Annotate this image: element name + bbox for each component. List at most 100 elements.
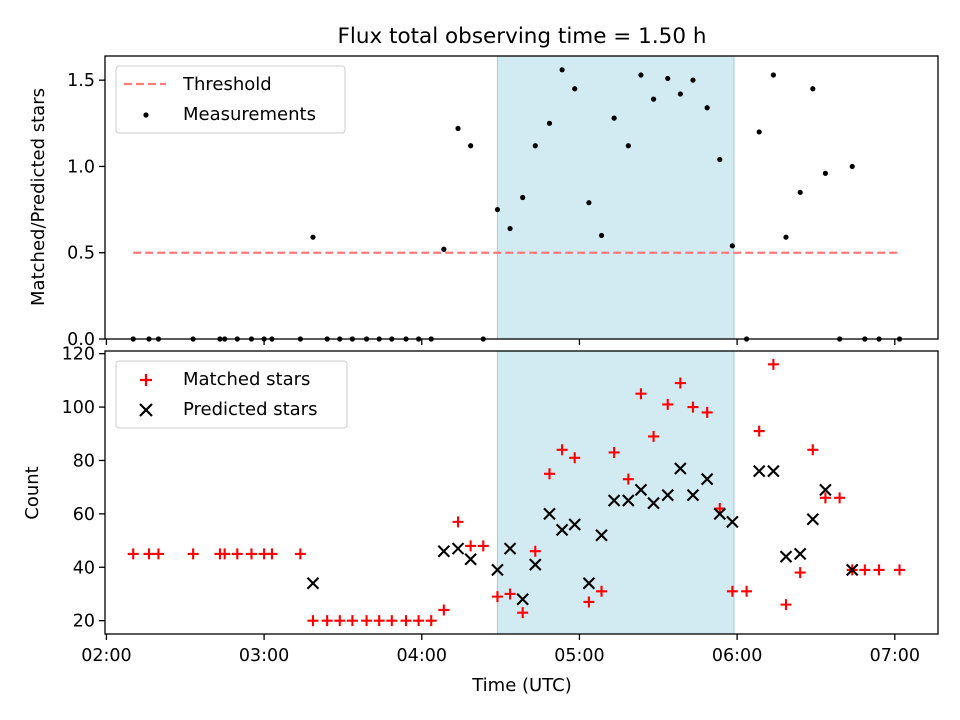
predicted-stars-point	[464, 553, 477, 566]
predicted-stars-point	[819, 483, 832, 497]
measurement-point	[822, 170, 829, 176]
matched-stars-point	[321, 615, 333, 627]
matched-stars-point	[245, 548, 257, 560]
measurement-point	[638, 72, 644, 78]
measurement-point	[690, 77, 696, 83]
time-x-tick-label: 05:00	[554, 646, 604, 666]
matched-stars-point	[701, 406, 713, 418]
matched-stars-point	[266, 548, 278, 560]
matched-stars-point	[386, 615, 398, 627]
measurement-point	[546, 120, 553, 126]
measurements-legend-label: Measurements	[183, 104, 316, 125]
chart-title: Flux total observing time = 1.50 h	[338, 24, 707, 49]
ratio-panel: 0.0 0.5 1.0 1.5 Matched/Predicted stars Thr…	[28, 55, 939, 350]
predicted-stars-point	[700, 472, 714, 486]
measurement-point	[468, 143, 474, 149]
measurement-point	[494, 206, 501, 213]
measurement-point	[455, 125, 461, 132]
threshold-legend-label: Threshold	[182, 74, 272, 95]
ratio-y-tick-label: 1.5	[67, 71, 95, 91]
count-y-tick-label: 80	[73, 451, 95, 471]
matched-stars-point	[491, 591, 503, 603]
matched-stars-point	[794, 567, 806, 579]
predicted-stars-point	[306, 577, 320, 590]
matched-stars-point	[143, 548, 155, 560]
matched-stars-point	[834, 492, 846, 504]
count-y-tick-label: 20	[73, 612, 95, 632]
observing-window-span	[496, 350, 735, 635]
measurement-point	[729, 243, 735, 249]
predicted-stars-point	[568, 518, 581, 531]
measurement-point	[586, 200, 592, 206]
matched-stars-point	[529, 545, 541, 557]
measurement-point	[665, 75, 671, 82]
predicted-stars-point	[674, 462, 687, 475]
ratio-plot-frame	[104, 55, 939, 340]
matched-stars-point	[334, 615, 346, 627]
measurement-point	[559, 67, 565, 73]
predicted-stars-point	[726, 515, 739, 529]
predicted-stars-point	[491, 563, 504, 577]
matched-stars-point	[127, 548, 139, 560]
predicted-stars-legend-swatch	[139, 403, 153, 417]
measurement-point	[611, 115, 617, 121]
count-y-tick-label: 60	[73, 505, 95, 525]
count-plot-frame	[104, 350, 939, 635]
predicted-stars-point	[686, 488, 700, 502]
measurement-point	[810, 86, 816, 92]
predicted-stars-point	[451, 542, 465, 555]
count-y-axis-label: Count	[22, 466, 43, 519]
matched-stars-point	[753, 425, 765, 437]
matched-stars-point	[452, 516, 464, 528]
matched-stars-point	[859, 564, 871, 576]
predicted-stars-point	[767, 464, 780, 478]
predicted-stars-layer	[306, 462, 859, 606]
measurement-point	[650, 96, 657, 102]
matched-stars-point	[504, 588, 516, 600]
count-y-tick-label: 100	[62, 398, 95, 418]
matched-stars-layer	[127, 358, 906, 627]
predicted-stars-point	[793, 547, 807, 561]
matched-stars-point	[662, 398, 674, 410]
matched-stars-point	[477, 540, 489, 552]
matched-stars-point	[438, 604, 450, 616]
predicted-stars-point	[607, 494, 621, 507]
matched-stars-point	[556, 444, 568, 456]
measurement-point	[704, 105, 710, 111]
measurement-point	[797, 189, 803, 195]
matched-stars-point	[413, 615, 425, 627]
matched-stars-point	[687, 401, 699, 413]
measurements-legend-swatch	[143, 112, 149, 118]
predicted-stars-point	[555, 523, 569, 537]
measurement-point	[507, 225, 513, 232]
matched-stars-point	[219, 548, 231, 560]
matched-stars-point	[465, 540, 477, 552]
matched-stars-legend-label: Matched stars	[183, 369, 310, 390]
predicted-stars-point	[582, 577, 596, 590]
count-y-axis: 20 40 60 80 100 120	[62, 345, 105, 632]
measurement-point	[532, 143, 538, 149]
measurement-point	[677, 91, 683, 97]
measurement-point	[598, 232, 605, 239]
measurement-point	[717, 156, 723, 163]
ratio-y-axis-label: Matched/Predicted stars	[28, 88, 49, 306]
predicted-stars-point	[622, 494, 635, 507]
time-x-tick-label: 04:00	[397, 646, 447, 666]
matched-stars-point	[873, 564, 885, 576]
x-axis-label: Time (UTC)	[471, 675, 572, 696]
measurement-point	[770, 72, 776, 78]
ratio-y-tick-label: 1.0	[67, 157, 95, 177]
time-x-tick-label: 03:00	[239, 646, 289, 666]
measurement-point	[310, 234, 316, 240]
matched-stars-point	[714, 503, 726, 515]
count-y-tick-label: 120	[62, 345, 95, 365]
matched-stars-legend-swatch	[140, 374, 152, 386]
matched-stars-point	[373, 615, 385, 627]
ratio-y-axis: 0.0 0.5 1.0 1.5	[67, 71, 105, 350]
ratio-y-tick-label: 0.0	[67, 330, 95, 350]
time-x-axis: 02:00 03:00 04:00 05:00 06:00 07:00	[81, 634, 920, 666]
matched-stars-point	[648, 430, 660, 442]
count-panel: 20 40 60 80 100 120 02:00 03:00 04:00 05:00 06:00…	[22, 345, 939, 696]
matched-stars-point	[780, 599, 792, 611]
matched-stars-point	[635, 388, 647, 400]
